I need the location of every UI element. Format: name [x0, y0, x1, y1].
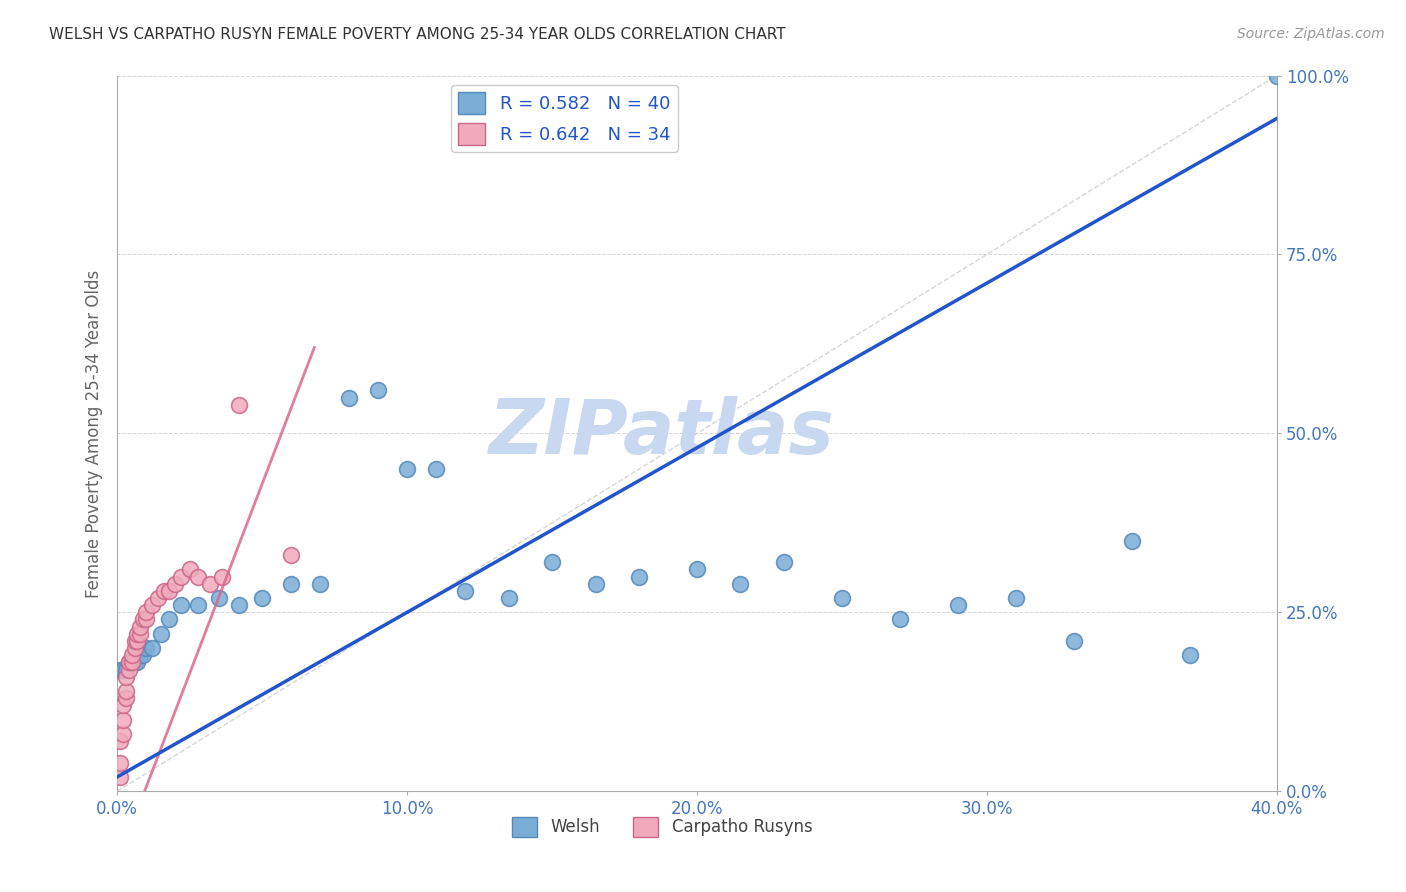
Point — [132, 612, 155, 626]
Point — [1121, 533, 1143, 548]
Point — [1063, 634, 1085, 648]
Point — [1265, 69, 1288, 83]
Point — [111, 727, 134, 741]
Point — [124, 634, 146, 648]
Point — [121, 656, 143, 670]
Point — [129, 627, 152, 641]
Point — [228, 398, 250, 412]
Point — [425, 462, 447, 476]
Text: ZIPatlas: ZIPatlas — [489, 396, 835, 470]
Point — [250, 591, 273, 605]
Point — [129, 620, 152, 634]
Point — [108, 663, 131, 677]
Point — [280, 576, 302, 591]
Point — [541, 555, 564, 569]
Text: Source: ZipAtlas.com: Source: ZipAtlas.com — [1237, 27, 1385, 41]
Point — [454, 583, 477, 598]
Point — [108, 756, 131, 770]
Point — [111, 698, 134, 713]
Point — [118, 656, 141, 670]
Point — [773, 555, 796, 569]
Point — [165, 576, 187, 591]
Point — [228, 598, 250, 612]
Point — [115, 663, 138, 677]
Point — [208, 591, 231, 605]
Text: WELSH VS CARPATHO RUSYN FEMALE POVERTY AMONG 25-34 YEAR OLDS CORRELATION CHART: WELSH VS CARPATHO RUSYN FEMALE POVERTY A… — [49, 27, 786, 42]
Point — [135, 641, 157, 656]
Point — [124, 641, 146, 656]
Point — [170, 569, 193, 583]
Point — [211, 569, 233, 583]
Point — [280, 548, 302, 562]
Point — [627, 569, 650, 583]
Point — [121, 648, 143, 663]
Point — [146, 591, 169, 605]
Point — [149, 627, 172, 641]
Point — [115, 691, 138, 706]
Point — [686, 562, 709, 576]
Point — [108, 770, 131, 784]
Point — [498, 591, 520, 605]
Point — [157, 612, 180, 626]
Point — [111, 713, 134, 727]
Point — [157, 583, 180, 598]
Legend: Welsh, Carpatho Rusyns: Welsh, Carpatho Rusyns — [505, 810, 820, 844]
Point — [367, 384, 389, 398]
Point — [111, 663, 134, 677]
Point — [946, 598, 969, 612]
Point — [127, 627, 149, 641]
Point — [118, 656, 141, 670]
Point — [118, 663, 141, 677]
Point — [187, 598, 209, 612]
Point — [1178, 648, 1201, 663]
Point — [135, 612, 157, 626]
Point — [141, 641, 163, 656]
Point — [132, 648, 155, 663]
Point — [170, 598, 193, 612]
Point — [129, 648, 152, 663]
Point — [141, 598, 163, 612]
Point — [831, 591, 853, 605]
Point — [309, 576, 332, 591]
Point — [115, 684, 138, 698]
Point — [152, 583, 174, 598]
Point — [121, 656, 143, 670]
Point — [337, 391, 360, 405]
Point — [124, 656, 146, 670]
Y-axis label: Female Poverty Among 25-34 Year Olds: Female Poverty Among 25-34 Year Olds — [86, 269, 103, 598]
Point — [730, 576, 752, 591]
Point — [396, 462, 419, 476]
Point — [108, 734, 131, 748]
Point — [198, 576, 221, 591]
Point — [179, 562, 201, 576]
Point — [115, 670, 138, 684]
Point — [1005, 591, 1028, 605]
Point — [585, 576, 607, 591]
Point — [127, 634, 149, 648]
Point — [187, 569, 209, 583]
Point — [889, 612, 911, 626]
Point — [135, 605, 157, 619]
Point — [127, 656, 149, 670]
